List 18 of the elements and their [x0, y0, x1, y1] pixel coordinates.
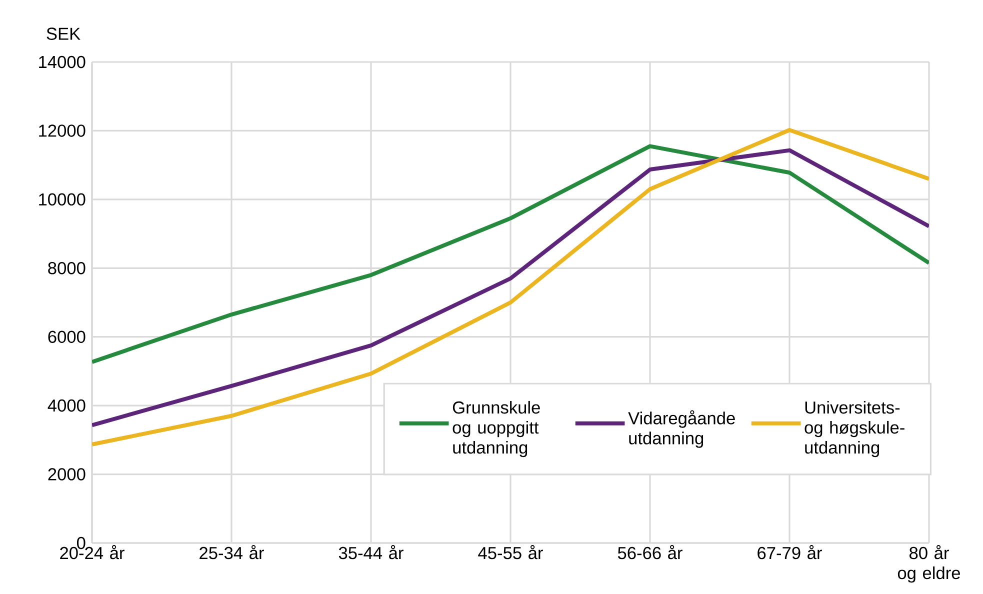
y-tick-label: 10000 [39, 193, 86, 206]
legend-label: Grunnskule og uoppgitt utdanning [452, 400, 540, 458]
x-tick-label: 56-66 år [618, 545, 682, 560]
y-tick-label: 6000 [48, 330, 86, 343]
y-tick-label: 4000 [48, 399, 86, 412]
y-tick-label: 12000 [39, 124, 86, 137]
y-axis-title: SEK [46, 28, 80, 40]
x-tick-label: 35-44 år [338, 545, 404, 560]
x-tick-label: 45-55 år [478, 545, 543, 560]
x-tick-label: 67-79 år [758, 545, 822, 560]
line-series [92, 144, 930, 364]
y-tick-label: 2000 [48, 468, 86, 480]
y-tick-label: 14000 [39, 56, 86, 68]
y-tick-label: 8000 [48, 262, 86, 274]
x-tick-label: 25-34 år [200, 545, 264, 560]
legend-label: Universitets- og høgskule-utdanning [804, 400, 904, 458]
x-tick-label: 80 år og eldre [898, 545, 960, 583]
legend-label: Vidaregåande utdanning [628, 410, 735, 448]
